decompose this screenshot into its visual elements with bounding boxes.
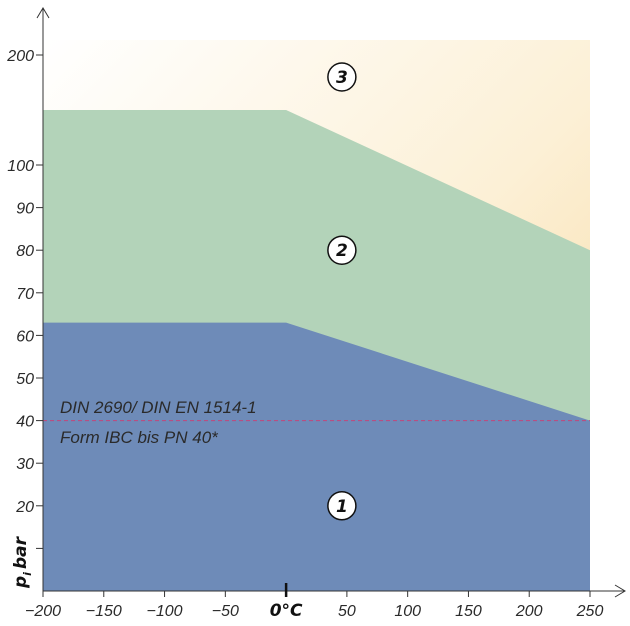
x-axis-arrow (614, 584, 626, 598)
y-tick-label-200: 200 (6, 48, 34, 65)
ticks: 20 30 40 50 60 70 80 90 100 200 −200 −150 −100 −50 0°C… (6, 48, 603, 621)
annotation-form: Form IBC bis PN 40* (60, 428, 219, 447)
y-tick-label-60: 60 (16, 328, 34, 345)
y-tick-label-30: 30 (16, 456, 34, 473)
regions (43, 40, 590, 591)
region-3-badge (327, 62, 357, 92)
x-tick-label--100: −100 (147, 603, 183, 620)
annotations: 1 2 3 DIN 2690/ DIN EN 1514-1 Form IBC bis P… (60, 62, 357, 521)
y-axis-arrow (36, 7, 50, 19)
y-axis-label-unit: bar (11, 535, 31, 569)
x-tick-label-150: 150 (455, 603, 482, 620)
y-axis-label-main: p (11, 576, 31, 589)
y-tick-label-90: 90 (16, 201, 34, 218)
y-axis-label: pi bar (11, 535, 34, 589)
y-tick-label-100: 100 (7, 158, 34, 175)
region-1-label: 1 (336, 497, 348, 517)
x-tick-label-250: 250 (576, 603, 604, 620)
y-tick-label-40: 40 (16, 414, 34, 431)
axes (36, 7, 626, 598)
x-tick-label-0: 0°C (270, 601, 303, 621)
region-2-badge (327, 235, 357, 265)
y-tick-label-50: 50 (16, 371, 34, 388)
annotation-standard: DIN 2690/ DIN EN 1514-1 (60, 398, 257, 417)
y-axis-label-sub: i (21, 572, 34, 576)
x-tick-label-100: 100 (394, 603, 421, 620)
y-tick-label-20: 20 (15, 499, 34, 516)
x-tick-label--200: −200 (25, 603, 61, 620)
region-2-label: 2 (336, 241, 348, 261)
y-tick-label-70: 70 (16, 286, 34, 303)
y-tick-label-80: 80 (16, 243, 34, 260)
region-1-badge (327, 491, 357, 521)
region-3-label: 3 (336, 68, 348, 88)
region-1-area (43, 322, 590, 591)
x-tick-label--50: −50 (212, 603, 239, 620)
x-tick-label-50: 50 (338, 603, 356, 620)
x-tick-label-200: 200 (515, 603, 543, 620)
x-tick-label--150: −150 (86, 603, 122, 620)
